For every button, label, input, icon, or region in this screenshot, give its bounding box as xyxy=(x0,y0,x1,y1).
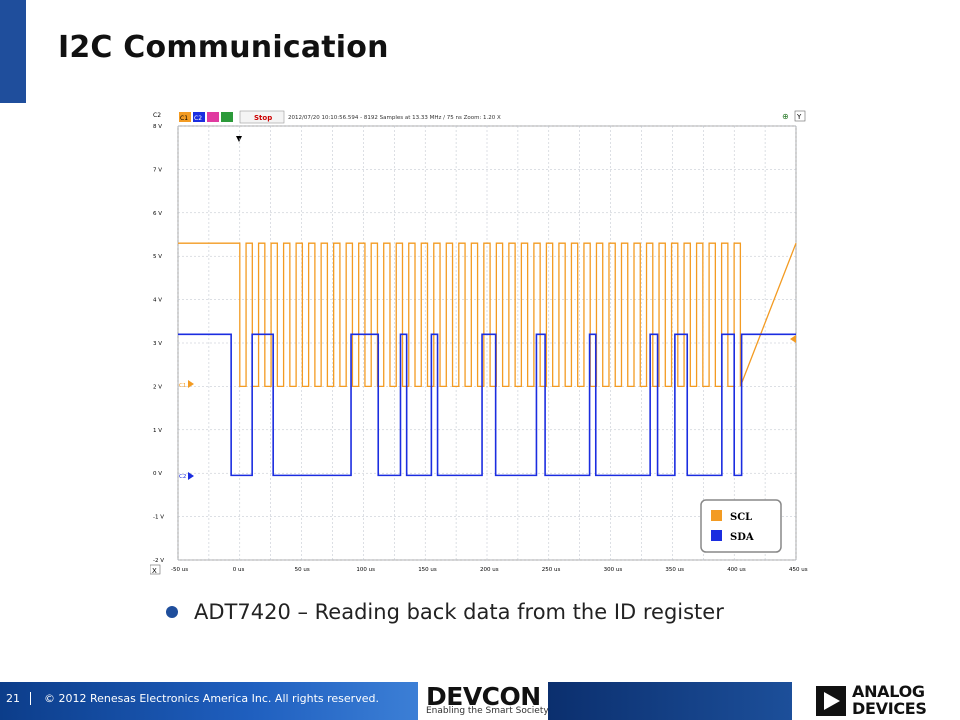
devcon-band xyxy=(548,682,792,720)
channel-axis-label: C2 xyxy=(153,112,161,119)
scl-legend-label: SCL xyxy=(730,512,752,523)
c1-channel-button[interactable] xyxy=(179,112,191,122)
x-tick-label: 350 us xyxy=(665,567,684,573)
oscilloscope-plot: C1 C2 Stop 2012/07/20 10:10:56.594 - 819… xyxy=(150,110,810,575)
trigger-level-marker-icon xyxy=(790,335,796,343)
adi-line1: ANALOG xyxy=(852,682,925,701)
y-tick-label: 4 V xyxy=(153,298,162,304)
analog-devices-mark-icon xyxy=(816,686,846,716)
accent-bar xyxy=(0,0,26,103)
c3-channel-button[interactable] xyxy=(207,112,219,122)
y-tick-label: -2 V xyxy=(153,558,164,564)
legend-box xyxy=(700,499,782,553)
analog-devices-logo: ANALOG DEVICES xyxy=(812,682,960,720)
x-tick-label: 250 us xyxy=(542,567,561,573)
y-tick-label: 5 V xyxy=(153,254,162,260)
bullet-item: ADT7420 – Reading back data from the ID … xyxy=(166,600,724,624)
page-number: 21 xyxy=(6,692,31,705)
c1-marker-label: C1 xyxy=(179,383,186,389)
c1-level-marker-icon xyxy=(188,380,194,388)
y-axis-button[interactable] xyxy=(794,110,806,122)
x-tick-label: 400 us xyxy=(727,567,746,573)
x-tick-label: 200 us xyxy=(480,567,499,573)
c2-channel-button[interactable] xyxy=(193,112,205,122)
x-label: X xyxy=(152,567,157,575)
stop-button[interactable] xyxy=(239,110,285,124)
x-tick-label: 0 us xyxy=(233,567,245,573)
x-tick-label: 300 us xyxy=(604,567,623,573)
y-tick-label: 6 V xyxy=(153,211,162,217)
x-tick-label: 450 us xyxy=(789,567,808,573)
slide-title: I2C Communication xyxy=(58,30,389,65)
sda-legend-label: SDA xyxy=(730,532,754,543)
status-text: 2012/07/20 10:10:56.594 - 8192 Samples a… xyxy=(288,115,501,121)
x-tick-label: -50 us xyxy=(171,567,188,573)
footer: 21 © 2012 Renesas Electronics America In… xyxy=(0,682,960,720)
y-tick-label: 3 V xyxy=(153,341,162,347)
x-tick-label: 50 us xyxy=(295,567,310,573)
x-tick-label: 100 us xyxy=(356,567,375,573)
oscilloscope-capture: C1 C2 Stop 2012/07/20 10:10:56.594 - 819… xyxy=(150,108,810,578)
devcon-logo: DEVCON Enabling the Smart Society xyxy=(420,682,792,720)
y-tick-label: 2 V xyxy=(153,384,162,390)
y-tick-label: 8 V xyxy=(153,124,162,130)
y-tick-label: 1 V xyxy=(153,428,162,434)
bullet-text: ADT7420 – Reading back data from the ID … xyxy=(194,600,724,624)
trigger-marker-icon xyxy=(236,136,242,142)
sda-waveform xyxy=(178,333,796,477)
devcon-wordmark: DEVCON xyxy=(426,682,541,711)
measure-icon[interactable]: ⊕ xyxy=(782,112,789,121)
y-tick-label: 0 V xyxy=(153,471,162,477)
adi-wordmark: ANALOG DEVICES xyxy=(852,683,927,717)
c1-label: C1 xyxy=(180,115,188,122)
grid xyxy=(177,125,797,561)
scl-waveform xyxy=(178,242,797,388)
stop-label: Stop xyxy=(254,114,272,122)
c4-channel-button[interactable] xyxy=(221,112,233,122)
x-tick-label: 150 us xyxy=(418,567,437,573)
adi-line2: DEVICES xyxy=(852,699,927,718)
sda-legend-swatch xyxy=(711,530,722,541)
c2-marker-label: C2 xyxy=(179,474,186,480)
y-label: Y xyxy=(796,113,802,121)
bullet-dot-icon xyxy=(166,606,178,618)
y-axis-ticks: 8 V 7 V 6 V 5 V 4 V 3 V 2 V 1 V 0 V -1 V -2 V xyxy=(153,124,164,564)
scl-legend-swatch xyxy=(711,510,722,521)
copyright-text: © 2012 Renesas Electronics America Inc. … xyxy=(44,692,379,705)
c2-level-marker-icon xyxy=(188,472,194,480)
y-tick-label: -1 V xyxy=(153,515,164,521)
x-axis-ticks: -50 us 0 us 50 us 100 us 150 us 200 us 250 us 3… xyxy=(171,567,808,573)
x-axis-button[interactable] xyxy=(150,564,161,575)
c2-label: C2 xyxy=(194,115,202,122)
footer-band: 21 © 2012 Renesas Electronics America In… xyxy=(0,682,418,720)
y-tick-label: 7 V xyxy=(153,167,162,173)
devcon-tagline: Enabling the Smart Society xyxy=(426,706,549,716)
